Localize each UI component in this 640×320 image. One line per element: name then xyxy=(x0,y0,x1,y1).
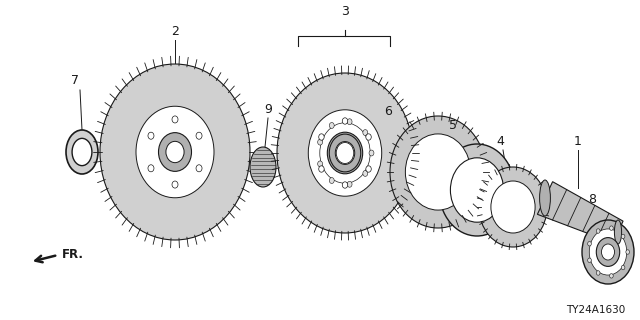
Ellipse shape xyxy=(310,111,380,195)
Ellipse shape xyxy=(390,116,486,228)
Text: 4: 4 xyxy=(496,135,504,148)
Ellipse shape xyxy=(319,166,324,172)
Ellipse shape xyxy=(614,220,621,244)
Ellipse shape xyxy=(621,234,625,239)
Ellipse shape xyxy=(148,165,154,172)
Ellipse shape xyxy=(319,134,324,140)
Ellipse shape xyxy=(159,132,191,172)
Ellipse shape xyxy=(136,106,214,198)
Ellipse shape xyxy=(626,250,630,254)
Ellipse shape xyxy=(66,130,98,174)
Ellipse shape xyxy=(100,64,250,240)
Ellipse shape xyxy=(596,237,620,266)
Ellipse shape xyxy=(596,271,600,275)
Ellipse shape xyxy=(166,141,184,163)
Ellipse shape xyxy=(366,166,371,172)
Text: 8: 8 xyxy=(588,193,596,206)
Ellipse shape xyxy=(72,138,92,166)
Ellipse shape xyxy=(366,134,371,140)
Ellipse shape xyxy=(602,244,614,260)
Text: FR.: FR. xyxy=(62,247,84,260)
Text: 6: 6 xyxy=(384,105,392,118)
Ellipse shape xyxy=(363,171,368,176)
Ellipse shape xyxy=(329,134,361,172)
Ellipse shape xyxy=(491,181,535,233)
Ellipse shape xyxy=(335,141,355,164)
Ellipse shape xyxy=(540,180,550,216)
Ellipse shape xyxy=(336,142,354,164)
Ellipse shape xyxy=(405,134,470,210)
Text: 2: 2 xyxy=(171,25,179,38)
Ellipse shape xyxy=(609,226,613,230)
Ellipse shape xyxy=(479,167,547,247)
Ellipse shape xyxy=(320,123,370,183)
Polygon shape xyxy=(538,182,623,243)
Ellipse shape xyxy=(451,158,504,222)
Text: 7: 7 xyxy=(71,74,79,87)
Ellipse shape xyxy=(363,130,368,135)
Ellipse shape xyxy=(317,139,323,145)
Text: 9: 9 xyxy=(264,103,272,116)
Ellipse shape xyxy=(277,73,413,233)
Text: 1: 1 xyxy=(574,135,582,148)
Ellipse shape xyxy=(609,274,613,278)
Ellipse shape xyxy=(347,119,352,124)
Ellipse shape xyxy=(621,265,625,270)
Ellipse shape xyxy=(308,110,381,196)
Ellipse shape xyxy=(347,181,352,187)
Ellipse shape xyxy=(582,220,634,284)
Ellipse shape xyxy=(588,258,591,262)
Ellipse shape xyxy=(327,132,363,174)
Ellipse shape xyxy=(588,242,591,246)
Ellipse shape xyxy=(148,132,154,139)
Ellipse shape xyxy=(317,161,323,167)
Ellipse shape xyxy=(369,150,374,156)
Ellipse shape xyxy=(330,123,334,128)
Text: 3: 3 xyxy=(341,5,349,18)
Ellipse shape xyxy=(172,116,178,123)
Ellipse shape xyxy=(589,229,627,275)
Ellipse shape xyxy=(439,144,515,236)
Ellipse shape xyxy=(342,118,348,124)
Ellipse shape xyxy=(172,181,178,188)
Ellipse shape xyxy=(196,165,202,172)
Ellipse shape xyxy=(330,178,334,183)
Text: 5: 5 xyxy=(449,119,457,132)
Ellipse shape xyxy=(250,147,276,187)
Ellipse shape xyxy=(196,132,202,139)
Ellipse shape xyxy=(342,182,348,188)
Ellipse shape xyxy=(596,229,600,233)
Text: TY24A1630: TY24A1630 xyxy=(566,305,625,315)
